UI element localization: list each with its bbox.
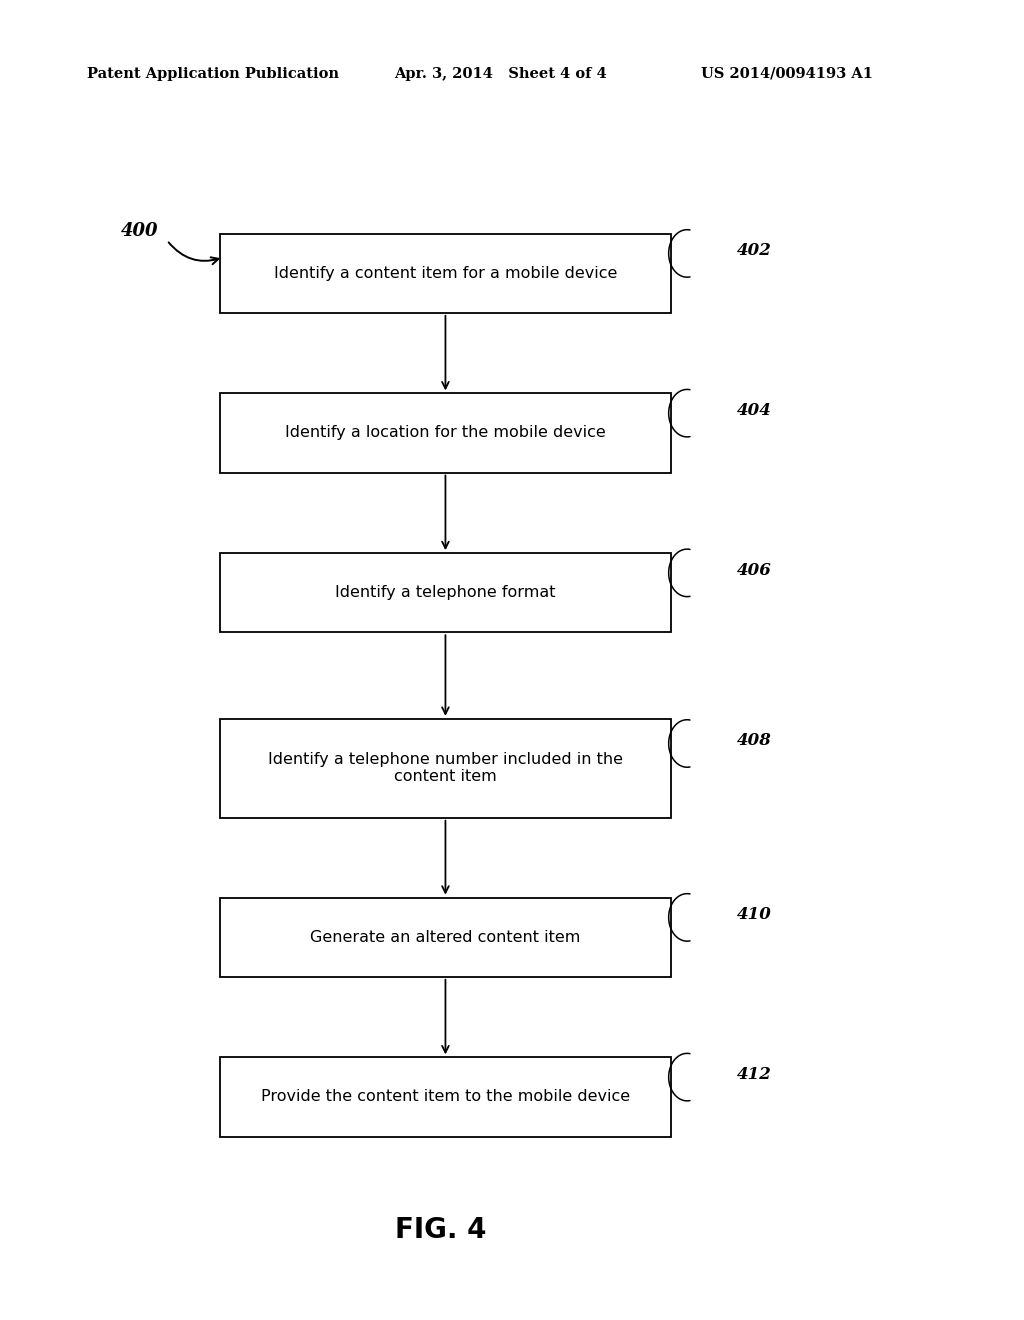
Text: Identify a telephone format: Identify a telephone format — [335, 585, 556, 601]
Text: Identify a location for the mobile device: Identify a location for the mobile devic… — [285, 425, 606, 441]
Text: Provide the content item to the mobile device: Provide the content item to the mobile d… — [261, 1089, 630, 1105]
Text: Apr. 3, 2014   Sheet 4 of 4: Apr. 3, 2014 Sheet 4 of 4 — [394, 67, 607, 81]
FancyBboxPatch shape — [220, 898, 671, 977]
Text: 400: 400 — [121, 222, 159, 240]
FancyBboxPatch shape — [220, 234, 671, 313]
Text: Patent Application Publication: Patent Application Publication — [87, 67, 339, 81]
Text: 406: 406 — [737, 562, 772, 578]
Text: Identify a telephone number included in the
content item: Identify a telephone number included in … — [268, 752, 623, 784]
Text: 408: 408 — [737, 733, 772, 750]
Text: US 2014/0094193 A1: US 2014/0094193 A1 — [701, 67, 873, 81]
Text: FIG. 4: FIG. 4 — [394, 1216, 486, 1245]
Text: 404: 404 — [737, 403, 772, 418]
FancyBboxPatch shape — [220, 553, 671, 632]
Text: 402: 402 — [737, 243, 772, 259]
FancyBboxPatch shape — [220, 1057, 671, 1137]
FancyBboxPatch shape — [220, 393, 671, 473]
Text: 412: 412 — [737, 1067, 772, 1082]
Text: 410: 410 — [737, 907, 772, 923]
Text: Generate an altered content item: Generate an altered content item — [310, 929, 581, 945]
Text: Identify a content item for a mobile device: Identify a content item for a mobile dev… — [273, 265, 617, 281]
FancyBboxPatch shape — [220, 718, 671, 817]
